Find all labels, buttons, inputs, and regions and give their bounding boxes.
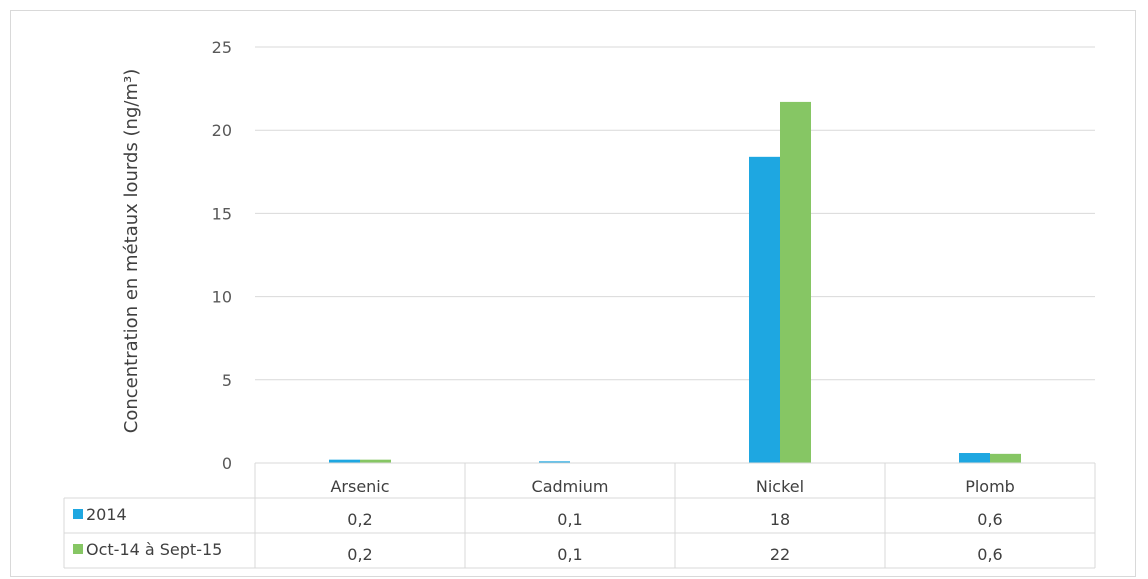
data-label: 0,2	[347, 545, 372, 564]
legend-swatch	[73, 509, 83, 519]
data-label: 0,1	[557, 545, 582, 564]
bar-plomb-series-1	[959, 453, 990, 463]
y-tick-label: 0	[222, 454, 232, 473]
bars	[329, 101, 1021, 464]
y-tick-label: 20	[212, 121, 232, 140]
data-label: 0,6	[977, 545, 1002, 564]
legend-swatch	[73, 544, 83, 554]
bar-cadmium-series-1	[539, 461, 570, 463]
bar-plomb-series-2	[990, 453, 1021, 463]
y-axis-ticks: 0 5 10 15 20 25	[212, 38, 232, 473]
legend-entry: Oct-14 à Sept-15	[86, 540, 222, 559]
y-tick-label: 25	[212, 38, 232, 57]
bar-nickel-series-1	[749, 156, 780, 463]
data-label: 18	[770, 510, 790, 529]
data-label: 0,6	[977, 510, 1002, 529]
bar-nickel-series-2	[780, 101, 811, 464]
y-tick-label: 10	[212, 288, 232, 307]
bar-arsenic-series-1	[329, 459, 360, 463]
category-label: Cadmium	[532, 477, 609, 496]
legend-entry: 2014	[86, 505, 127, 524]
y-tick-label: 5	[222, 371, 232, 390]
y-tick-label: 15	[212, 204, 232, 223]
chart-frame	[10, 10, 1136, 577]
data-label: 0,2	[347, 510, 372, 529]
bar-arsenic-series-2	[360, 459, 391, 463]
gridlines	[255, 46, 1095, 381]
category-label: Plomb	[965, 477, 1015, 496]
data-label: 22	[770, 545, 790, 564]
category-label: Nickel	[756, 477, 804, 496]
y-axis-label: Concentration en métaux lourds (ng/m³)	[121, 69, 142, 433]
data-table: Arsenic Cadmium Nickel Plomb 2014 0,2 0,1 18 0,6…	[63, 462, 1096, 569]
category-label: Arsenic	[330, 477, 389, 496]
data-label: 0,1	[557, 510, 582, 529]
